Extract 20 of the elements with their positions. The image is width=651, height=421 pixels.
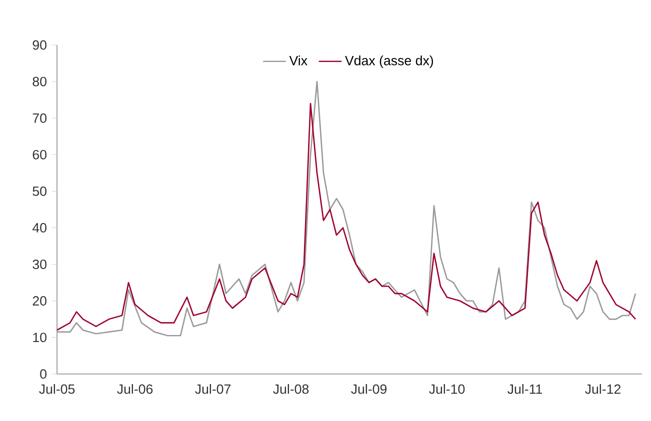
y-tick-label: 60 — [32, 150, 46, 160]
y-tick-label: 10 — [33, 332, 46, 342]
y-tick-label: 90 — [32, 40, 46, 50]
x-tick-label: Jul-11 — [508, 384, 542, 394]
x-tick-label: Jul-10 — [429, 384, 465, 394]
y-tick-label: 30 — [32, 260, 46, 270]
y-tick-label: 0 — [40, 369, 46, 379]
y-tick-label: 80 — [32, 76, 46, 86]
y-tick-label: 70 — [32, 113, 46, 123]
y-tick-label: 20 — [32, 296, 46, 306]
x-tick-label: Jul-06 — [117, 384, 153, 394]
y-tick-label: 40 — [32, 223, 46, 232]
x-tick-label: Jul-12 — [585, 384, 620, 394]
legend-label: Vdax (asse dx) — [344, 56, 434, 68]
x-tick-label: Jul-05 — [39, 384, 75, 394]
y-tick-label: 50 — [32, 186, 46, 196]
legend-label: Vix — [289, 56, 308, 66]
x-tick-label: Jul-07 — [195, 384, 230, 394]
x-tick-label: Jul-09 — [351, 384, 387, 394]
x-tick-label: Jul-08 — [273, 384, 309, 394]
